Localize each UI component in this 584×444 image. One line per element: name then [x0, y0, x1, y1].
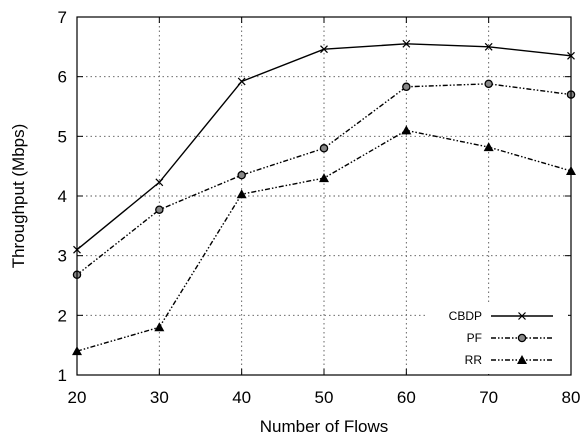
x-tick-label: 70 — [479, 388, 498, 407]
x-tick-label: 40 — [232, 388, 251, 407]
data-point-circle-marker — [484, 79, 493, 89]
y-tick-label: 4 — [58, 187, 67, 206]
series-cbdp — [73, 39, 575, 254]
data-point-x-marker — [237, 77, 246, 86]
data-point-x-marker — [402, 39, 411, 48]
y-tick-label: 3 — [58, 247, 67, 266]
y-tick-label: 7 — [58, 8, 67, 27]
legend-label: RR — [465, 353, 483, 367]
legend-item-pf: PF — [467, 331, 553, 345]
marker-stroke — [402, 39, 411, 48]
legend-item-rr: RR — [465, 353, 553, 367]
data-point-triangle-marker — [154, 322, 165, 332]
y-tick-label: 2 — [58, 306, 67, 325]
marker-stroke — [320, 45, 328, 54]
y-tick-label: 5 — [58, 127, 67, 146]
marker-stroke — [155, 178, 164, 187]
data-point-circle-marker — [155, 205, 164, 214]
data-point-circle-marker — [517, 333, 527, 343]
x-tick-label: 60 — [397, 388, 416, 407]
series-rr — [72, 125, 576, 356]
legend: CBDP PF RR — [425, 304, 568, 374]
tick-layer: 20 30 40 50 60 70 80 1 2 3 4 5 6 7 — [58, 8, 581, 407]
data-point-circle-marker — [402, 82, 411, 92]
data-point-circle-marker — [237, 170, 246, 180]
data-point-x-marker — [320, 45, 328, 54]
marker-stroke — [518, 312, 526, 320]
data-point-x-marker — [484, 42, 493, 51]
data-point-circle-marker — [319, 144, 329, 153]
legend-background — [425, 304, 568, 374]
y-tick-label: 1 — [58, 366, 67, 385]
marker-stroke — [237, 77, 246, 86]
data-point-x-marker — [155, 178, 164, 187]
data-point-triangle-marker — [236, 189, 247, 199]
legend-label: CBDP — [449, 309, 482, 323]
data-point-triangle-marker — [319, 173, 329, 183]
legend-item-cbdp: CBDP — [449, 309, 553, 323]
data-point-triangle-marker — [517, 355, 527, 364]
data-point-triangle-marker — [401, 125, 412, 135]
x-tick-label: 20 — [68, 388, 87, 407]
x-tick-label: 80 — [562, 388, 581, 407]
marker-stroke — [484, 42, 493, 51]
x-tick-label: 50 — [315, 388, 334, 407]
x-axis-title: Number of Flows — [260, 417, 388, 436]
data-point-x-marker — [518, 312, 526, 320]
y-axis-title: Throughput (Mbps) — [9, 124, 28, 269]
x-tick-label: 30 — [150, 388, 169, 407]
y-tick-label: 6 — [58, 68, 67, 87]
legend-label: PF — [467, 331, 482, 345]
data-point-triangle-marker — [483, 142, 494, 152]
